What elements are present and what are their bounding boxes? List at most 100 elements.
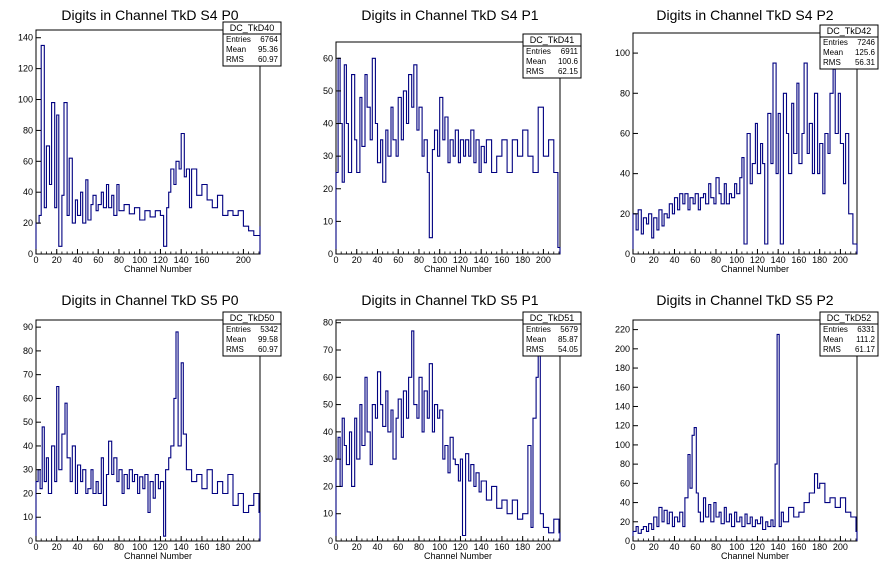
y-tick-label: 120 [615, 421, 630, 431]
plot-frame [35, 29, 261, 255]
stats-name: DC_TkD50 [230, 313, 275, 323]
stats-label: Mean [526, 57, 546, 66]
stats-value: 60.97 [258, 345, 279, 354]
y-tick-label: 50 [323, 86, 333, 96]
stats-label: RMS [526, 67, 544, 76]
histogram-line [35, 44, 261, 254]
stats-label: Entries [823, 325, 848, 334]
y-tick-label: 0 [328, 249, 333, 259]
y-tick-label: 80 [23, 125, 33, 135]
stats-value: 99.58 [258, 335, 279, 344]
panel-2: Digits in Channel TkD S4 P2 0 20 40 60 80 100 1… [615, 7, 879, 274]
x-tick-label: 20 [649, 255, 659, 265]
x-tick-label: 20 [649, 542, 659, 552]
y-tick-label: 70 [23, 370, 33, 380]
y-tick-label: 40 [23, 441, 33, 451]
stats-name: DC_TkD40 [230, 23, 275, 33]
x-tick-label: 200 [536, 542, 551, 552]
x-tick-label: 0 [333, 542, 338, 552]
y-tick-label: 0 [625, 249, 630, 259]
x-tick-label: 0 [630, 255, 635, 265]
stats-box [819, 24, 879, 70]
plot-frame [335, 319, 561, 542]
chart-title: Digits in Channel TkD S5 P0 [61, 292, 238, 308]
chart-title: Digits in Channel TkD S4 P0 [61, 7, 238, 23]
y-tick-label: 80 [323, 318, 333, 328]
stats-value: 62.15 [558, 67, 579, 76]
x-tick-label: 40 [72, 255, 82, 265]
stats-label: RMS [823, 345, 841, 354]
histogram-line [632, 62, 858, 254]
y-tick-label: 40 [620, 169, 630, 179]
x-tick-label: 200 [833, 255, 848, 265]
stats-value: 95.36 [258, 45, 279, 54]
stats-label: Entries [526, 47, 551, 56]
stats-label: Mean [823, 48, 843, 57]
y-tick-label: 10 [323, 216, 333, 226]
stats-name: DC_TkD42 [827, 26, 872, 36]
stats-value: 61.17 [855, 345, 876, 354]
stats-label: Mean [526, 335, 546, 344]
y-tick-label: 0 [625, 536, 630, 546]
histogram-line [335, 57, 561, 254]
x-tick-label: 80 [414, 255, 424, 265]
y-tick-label: 200 [615, 344, 630, 354]
y-tick-label: 20 [323, 184, 333, 194]
x-tick-label: 160 [494, 542, 509, 552]
y-tick-label: 70 [323, 345, 333, 355]
x-tick-label: 120 [153, 255, 168, 265]
x-tick-label: 120 [750, 542, 765, 552]
x-tick-label: 160 [194, 542, 209, 552]
x-tick-label: 140 [174, 542, 189, 552]
x-tick-label: 60 [690, 255, 700, 265]
stats-value: 100.6 [558, 57, 579, 66]
stats-value: 6331 [857, 325, 875, 334]
stats-label: RMS [226, 345, 244, 354]
y-tick-label: 0 [328, 536, 333, 546]
y-tick-label: 100 [18, 95, 33, 105]
y-tick-label: 60 [23, 393, 33, 403]
x-tick-label: 200 [236, 542, 251, 552]
y-tick-label: 140 [615, 401, 630, 411]
x-tick-label: 40 [372, 542, 382, 552]
stats-box [222, 21, 282, 67]
x-tick-label: 180 [515, 255, 530, 265]
x-tick-label: 60 [93, 542, 103, 552]
stats-value: 6764 [260, 35, 278, 44]
x-axis-label: Channel Number [721, 264, 789, 274]
stats-value: 125.6 [855, 48, 876, 57]
x-tick-label: 100 [432, 255, 447, 265]
stats-label: Mean [823, 335, 843, 344]
stats-label: RMS [226, 55, 244, 64]
y-tick-label: 20 [323, 481, 333, 491]
y-tick-label: 10 [323, 509, 333, 519]
stats-value: 54.05 [558, 345, 579, 354]
x-tick-label: 180 [215, 542, 230, 552]
x-tick-label: 0 [333, 255, 338, 265]
stats-box [819, 311, 879, 357]
y-tick-label: 60 [323, 372, 333, 382]
x-axis-label: Channel Number [721, 551, 789, 561]
y-tick-label: 60 [323, 53, 333, 63]
y-tick-label: 20 [620, 517, 630, 527]
x-tick-label: 60 [93, 255, 103, 265]
y-tick-label: 120 [18, 64, 33, 74]
x-tick-label: 180 [515, 542, 530, 552]
stats-name: DC_TkD51 [530, 313, 575, 323]
x-tick-label: 60 [393, 255, 403, 265]
x-tick-label: 40 [669, 542, 679, 552]
y-tick-label: 80 [620, 88, 630, 98]
x-tick-label: 140 [474, 255, 489, 265]
y-tick-label: 30 [323, 151, 333, 161]
x-tick-label: 40 [72, 542, 82, 552]
stats-label: Entries [526, 325, 551, 334]
stats-label: Entries [226, 35, 251, 44]
stats-label: Mean [226, 335, 246, 344]
chart-title: Digits in Channel TkD S4 P1 [361, 7, 538, 23]
x-axis-label: Channel Number [124, 551, 192, 561]
stats-label: RMS [823, 58, 841, 67]
stats-box [522, 33, 582, 79]
x-axis-label: Channel Number [424, 551, 492, 561]
x-tick-label: 60 [393, 542, 403, 552]
x-tick-label: 100 [132, 542, 147, 552]
